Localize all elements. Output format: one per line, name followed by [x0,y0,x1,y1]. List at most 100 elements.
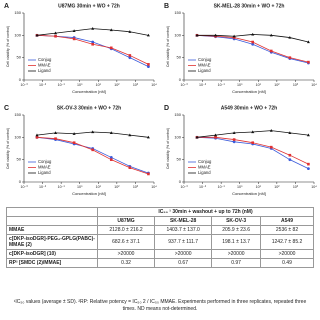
x-tick-label: 10⁻¹ [58,185,66,189]
series-line [196,34,309,64]
x-tick-label: 10⁻² [39,83,47,87]
data-point [128,133,132,137]
x-tick-label: 10⁰ [237,185,243,189]
legend-label: Conjug [38,57,52,62]
row-label: c[DKP-isoDGR] (10) [6,249,98,259]
x-tick-label: 10⁻¹ [58,83,66,87]
x-tick-label: 10⁻³ [180,185,188,189]
table-cell: 0.49 [260,258,314,268]
data-point [307,162,310,166]
series-line [196,136,309,165]
table-cell: >20000 [260,249,314,259]
y-tick-label: 150 [174,112,181,117]
x-tick-label: 10² [274,185,280,189]
data-point [269,49,273,53]
table-row: c[DKP-isoDGR] (10) >20000 >20000 >20000 >200… [6,249,314,259]
series-line [36,136,149,175]
data-point [214,133,218,137]
y-axis-label: Cell viability (% of control) [166,128,170,169]
data-point [72,132,76,135]
corner [6,207,98,217]
x-tick-label: 10² [274,83,280,87]
x-tick-label: 10⁴ [151,83,157,87]
x-tick-label: 10⁻¹ [218,185,226,189]
data-point [128,30,132,33]
data-point [214,136,217,139]
data-point [251,40,254,44]
data-point [109,158,113,161]
chart-title: SK-MEL-28 30min + WO + 72h [214,3,285,9]
data-point [35,133,39,137]
data-point [288,158,292,162]
x-tick-label: 10⁴ [311,185,317,189]
data-point [91,130,95,134]
table-cell: 0.67 [154,258,213,268]
chart-title: A549 30min + WO + 72h [221,105,277,111]
y-tick-label: 0 [19,77,22,82]
data-point [232,138,236,141]
data-point [91,148,94,152]
data-point [72,29,76,32]
data-point [232,131,236,134]
x-tick-label: 10⁰ [237,83,243,87]
table-cell: 0.97 [211,258,262,268]
y-tick-label: 150 [14,10,21,15]
legend-label: Conjug [198,57,212,62]
data-point [109,131,113,134]
data-point [307,167,310,171]
y-tick-label: 100 [174,32,181,37]
data-point [307,60,310,64]
x-tick-label: 10⁴ [311,83,317,87]
x-tick-label: 10⁻³ [180,83,188,87]
header-row: IC₅₀ ¹ 30min + washout + up to 72h (nM) [6,207,314,217]
y-tick-label: 50 [17,157,22,162]
x-tick-label: 10⁻³ [20,185,28,189]
table-cell: 198.1 ± 13.7 [211,234,262,250]
data-point [269,145,273,149]
data-point [288,153,292,157]
data-point [288,56,292,59]
row-label: MMAE [6,225,98,235]
charts: A U87MG 30min + WO + 72h Cell viability (%… [4,3,317,196]
y-tick-label: 50 [177,55,182,60]
y-axis-label: Cell viability (% of control) [166,26,170,67]
x-tick-label: 10¹ [256,83,262,87]
data-point [306,40,310,44]
legend-label: Ligand [38,68,51,73]
data-point [251,130,255,134]
series-line [196,34,309,63]
data-point [269,129,273,132]
legend-label: Conjug [198,159,212,164]
chart-title: U87MG 30min + WO + 72h [58,3,120,9]
table-row: c[DKP-isoDGR]-PEG₄-GPLG(PABC)-MMAE (2) 68… [6,234,314,250]
data-point [147,65,150,68]
x-tick-label: 10⁴ [151,185,157,189]
legend-label: Ligand [198,170,211,175]
data-point [288,35,292,39]
row-label: RP² [SMDC (2)/MMAE] [6,258,98,268]
table-cell: 2536 ± 82 [260,225,314,235]
x-tick-label: 10¹ [96,185,102,189]
data-point [35,33,39,37]
x-tick-label: 10³ [133,185,139,189]
y-tick-label: 50 [177,157,182,162]
series-line [36,34,149,65]
x-tick-label: 10⁻² [199,83,207,87]
data-point [109,156,113,159]
data-point [146,33,150,37]
legend-label: MMAE [198,165,211,170]
data-point [269,33,273,37]
chart-title: SK-OV-3 30min + WO + 72h [57,105,121,111]
y-tick-label: 150 [174,10,181,15]
legend-label: Ligand [38,170,51,175]
column-header: A549 [260,216,314,226]
data-point [251,141,254,144]
y-tick-label: 0 [179,77,182,82]
x-tick-label: 10⁻¹ [218,83,226,87]
table-cell: 0.32 [96,258,156,268]
table-header: IC₅₀ ¹ 30min + washout + up to 72h (nM) [97,207,314,217]
series-line [36,34,149,67]
table-cell: 1403.7 ± 137.0 [154,225,213,235]
table-cell: >20000 [96,249,156,259]
table-cell: >20000 [211,249,262,259]
